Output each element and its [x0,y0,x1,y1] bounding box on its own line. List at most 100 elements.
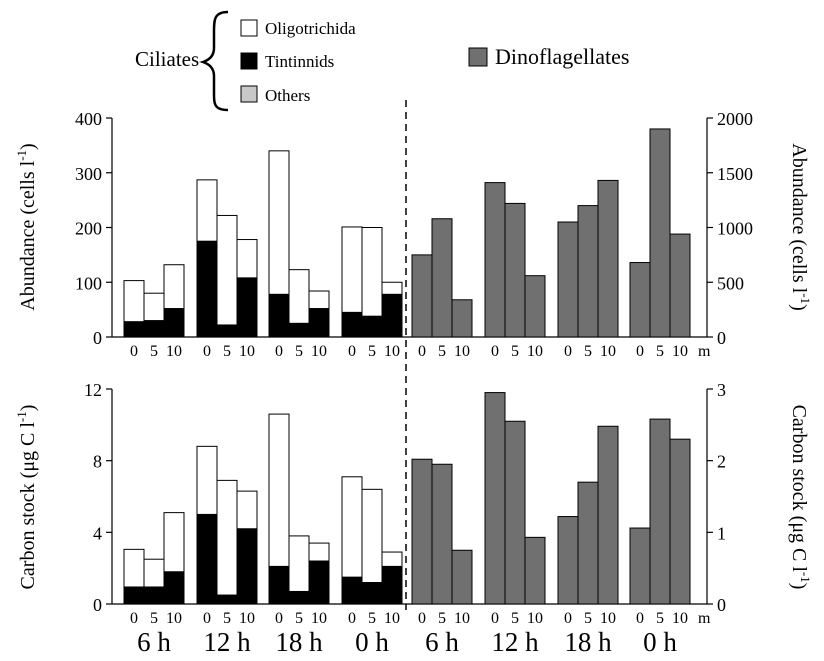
depth-tick-label: 5 [438,343,446,360]
bar-oligotrichida [143,558,165,588]
depth-tick-label: 0 [348,343,356,360]
depth-tick-label: 0 [275,343,283,360]
bar-dinoflagellates [484,182,506,338]
bar-dinoflagellates [524,536,546,605]
y-tick-label: 12 [84,380,102,400]
depth-unit-label: m [698,610,711,627]
bar-dinoflagellates [577,481,599,605]
bar-oligotrichida [308,542,330,562]
depth-tick-label: 0 [491,343,499,360]
bar-dinoflagellates [411,254,433,338]
bar-oligotrichida [361,227,383,317]
time-label: 0 h [355,627,389,657]
bar-dinoflagellates [451,549,473,605]
depth-tick-label: 5 [584,343,592,360]
bar-oligotrichida [123,548,145,588]
y-title-sup: -1 [14,150,29,161]
depth-tick-label: 5 [511,343,519,360]
y-tick-label: 3 [717,380,726,400]
bar-dinoflagellates [597,425,619,605]
y-tick-label: 500 [717,273,744,293]
time-label: 18 h [564,627,612,657]
depth-tick-label: 10 [166,343,182,360]
depth-tick-label: 10 [311,343,327,360]
bar-tintinnids [123,586,145,605]
depth-tick-label: 5 [295,610,303,627]
bars [123,128,691,605]
depth-tick-label: 5 [438,610,446,627]
bar-oligotrichida [308,290,330,310]
y-title-sup: -1 [14,411,29,422]
bar-dinoflagellates [649,128,671,338]
y-title-text: Carbon stock (μg C l [17,422,39,590]
bar-oligotrichida [268,413,290,567]
depth-tick-label: 5 [368,343,376,360]
y-tick-label: 1000 [717,219,753,239]
y-title-sup: -1 [798,293,813,304]
legend-label-dinoflagellates: Dinoflagellates [495,44,629,69]
depth-tick-label: 5 [295,343,303,360]
bar-dinoflagellates [629,527,651,605]
depth-tick-label: 10 [311,610,327,627]
y-tick-label: 2000 [717,109,753,129]
depth-tick-label: 0 [203,610,211,627]
bar-dinoflagellates [557,516,579,605]
legend: Ciliates Oligotrichida Tintinnids Others… [135,10,629,112]
depth-tick-label: 5 [223,343,231,360]
bar-tintinnids [196,240,218,338]
bar-dinoflagellates [484,392,506,605]
bar-tintinnids [196,513,218,605]
bar-tintinnids [216,594,238,605]
y-title-left-top: Abundance (cells l-1) [14,143,39,310]
depth-tick-label: 0 [564,610,572,627]
time-labels: 6 h 12 h 18 h 0 h 6 h 12 h 18 h 0 h [137,627,677,657]
y-title-end: ) [17,405,39,412]
bar-oligotrichida [268,150,290,295]
legend-label-tintinnids: Tintinnids [265,52,334,71]
bar-tintinnids [163,571,185,605]
depth-tick-label: 5 [223,610,231,627]
bar-tintinnids [288,590,310,605]
time-label: 12 h [491,627,539,657]
depth-tick-label: 5 [656,610,664,627]
y-tick-label: 0 [93,328,102,348]
legend-swatch-others [240,85,258,103]
bar-oligotrichida [163,512,185,573]
bar-oligotrichida [216,479,238,596]
depth-tick-label: 0 [130,610,138,627]
depth-tick-label: 5 [584,610,592,627]
y-tick-label: 200 [75,219,102,239]
depth-tick-label: 0 [203,343,211,360]
depth-tick-label: 0 [418,343,426,360]
bar-tintinnids [288,322,310,338]
depth-tick-label: 10 [166,610,182,627]
depth-tick-label: 10 [527,343,543,360]
depth-tick-label: 10 [672,610,688,627]
y-title-text: Carbon stock (μg C l [788,405,810,573]
bar-dinoflagellates [629,262,651,338]
y-title-text: Abundance (cells l [788,143,810,293]
depth-tick-label: 5 [368,610,376,627]
bar-oligotrichida [196,179,218,242]
depth-tick-label: 10 [672,343,688,360]
depth-tick-label: 10 [600,343,616,360]
y-tick-label: 1500 [717,164,753,184]
y-title-end: ) [788,304,810,311]
depth-tick-label: 0 [130,343,138,360]
bar-dinoflagellates [504,202,526,338]
bar-tintinnids [216,324,238,338]
y-tick-label: 1 [717,523,726,543]
time-label: 6 h [137,627,171,657]
bar-oligotrichida [341,226,363,313]
bar-oligotrichida [216,214,238,326]
depth-tick-label: 0 [418,610,426,627]
bar-tintinnids [268,565,290,605]
bar-oligotrichida [236,490,258,530]
bar-oligotrichida [163,264,185,310]
depth-tick-label: 0 [275,610,283,627]
bar-tintinnids [361,315,383,338]
legend-label-oligotrichida: Oligotrichida [265,19,356,38]
y-tick-label: 0 [93,595,102,615]
bar-tintinnids [381,565,403,605]
